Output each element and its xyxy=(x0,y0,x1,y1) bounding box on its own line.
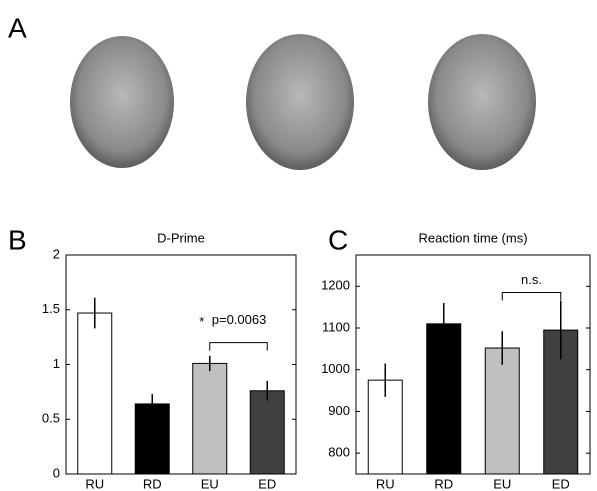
y-tick-label: 1200 xyxy=(321,278,350,293)
significance-star: * xyxy=(199,314,204,329)
panel-label: B xyxy=(8,224,27,255)
y-tick-label: 0.5 xyxy=(42,411,60,426)
y-tick-label: 900 xyxy=(328,403,350,418)
annotation-text: p=0.0063 xyxy=(212,312,267,327)
face-image xyxy=(428,34,536,170)
x-tick-label: RU xyxy=(85,476,104,491)
annotation-text: n.s. xyxy=(521,272,542,287)
x-tick-label: EU xyxy=(201,476,219,491)
bar xyxy=(484,347,520,475)
y-tick-label: 2 xyxy=(53,246,60,261)
bar xyxy=(77,312,113,475)
y-tick-label: 1 xyxy=(53,356,60,371)
bar xyxy=(192,362,228,475)
panel-label: C xyxy=(328,224,348,255)
x-tick-label: RD xyxy=(143,476,162,491)
plot-box xyxy=(355,254,591,475)
x-tick-label: RD xyxy=(434,476,453,491)
significance-bracket xyxy=(501,292,562,301)
x-tick-label: EU xyxy=(493,476,511,491)
y-tick-label: 1.5 xyxy=(42,301,60,316)
bar xyxy=(134,403,170,475)
y-tick-label: 800 xyxy=(328,445,350,460)
y-tick-label: 1100 xyxy=(322,319,350,334)
bar xyxy=(249,390,285,475)
bar xyxy=(426,323,462,475)
panel-label: A xyxy=(8,12,27,43)
x-tick-label: RU xyxy=(376,476,395,491)
chart-title: Reaction time (ms) xyxy=(418,230,527,245)
face-image xyxy=(70,36,174,168)
significance-bracket xyxy=(209,342,268,351)
face-images xyxy=(70,34,536,170)
chart-title: D-Prime xyxy=(157,230,205,245)
x-tick-label: ED xyxy=(258,476,276,491)
face-image xyxy=(246,34,354,170)
x-tick-label: ED xyxy=(552,476,570,491)
y-tick-label: 1000 xyxy=(321,361,350,376)
y-tick-label: 0 xyxy=(53,465,60,480)
